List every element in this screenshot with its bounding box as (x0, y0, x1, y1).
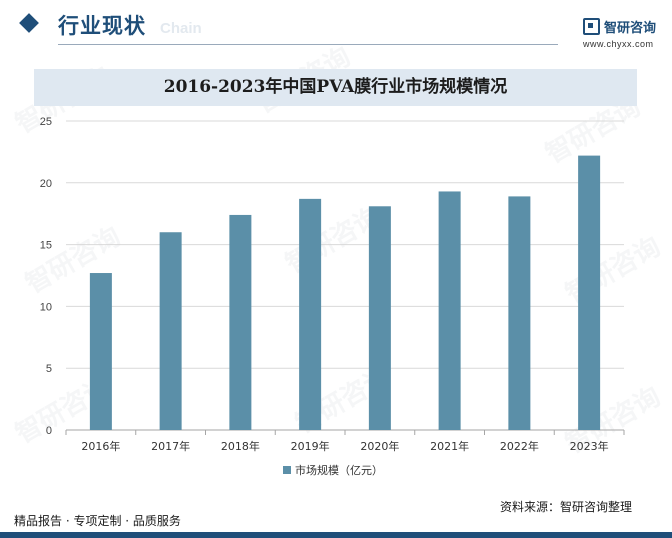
bar (508, 196, 531, 430)
x-tick-label: 2023年 (570, 439, 609, 453)
chart-title-band: 2016-2023年中国PVA膜行业市场规模情况 (34, 69, 637, 106)
x-tick-label: 2022年 (500, 439, 539, 453)
x-tick-label: 2017年 (151, 439, 190, 453)
bar (229, 214, 252, 430)
x-tick-label: 2016年 (81, 439, 120, 453)
bar (89, 273, 112, 430)
y-tick-label: 20 (40, 178, 52, 190)
bar (438, 191, 461, 430)
header: 行业现状 Chain 智研咨询 www.chyxx.com (0, 0, 672, 50)
logo-icon (583, 18, 600, 35)
bar (368, 206, 391, 430)
y-tick-label: 25 (40, 116, 52, 128)
y-tick-label: 0 (46, 425, 52, 437)
y-tick-label: 5 (46, 363, 52, 375)
data-source: 资料来源：智研咨询整理 (500, 500, 633, 514)
bar (578, 155, 601, 430)
logo-name: 智研咨询 (604, 21, 657, 36)
y-tick-label: 10 (40, 301, 52, 313)
chart-title: 2016-2023年中国PVA膜行业市场规模情况 (163, 77, 508, 97)
footer-tagline: 精品报告 · 专项定制 · 品质服务 (14, 514, 181, 528)
x-tick-label: 2019年 (291, 439, 330, 453)
brand-logo: 智研咨询 www.chyxx.com (583, 18, 672, 50)
x-tick-label: 2021年 (430, 439, 469, 453)
header-divider (58, 44, 558, 45)
section-subtitle: Chain (160, 20, 202, 37)
y-tick-label: 15 (40, 240, 52, 252)
legend-swatch (283, 466, 291, 474)
logo-url: www.chyxx.com (583, 39, 654, 49)
bar (299, 198, 322, 430)
x-tick-label: 2020年 (360, 439, 399, 453)
x-tick-label: 2018年 (221, 439, 260, 453)
bar (159, 232, 182, 430)
section-title: 行业现状 (58, 14, 146, 38)
footer-bar (0, 532, 672, 538)
legend-label: 市场规模（亿元） (295, 463, 383, 477)
